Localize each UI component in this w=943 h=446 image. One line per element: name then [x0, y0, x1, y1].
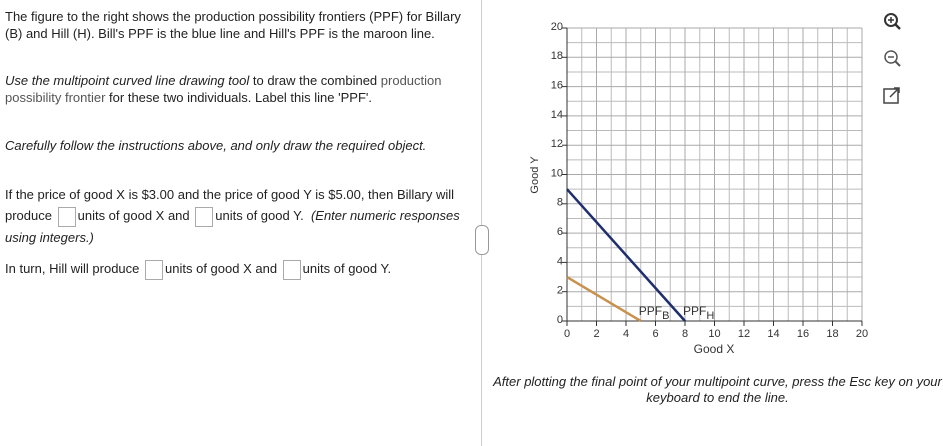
x-tick-label: 6	[652, 328, 658, 340]
series-name: PPF	[683, 304, 706, 318]
y-tick-label: 20	[551, 21, 563, 33]
series-label: PPFB	[639, 304, 670, 322]
grid	[566, 27, 863, 322]
x-tick-label: 4	[623, 328, 629, 340]
task-part: Use the multipoint curved line drawing t…	[5, 73, 250, 88]
question-text: If the price of good X is $3.00 and the …	[5, 187, 455, 223]
question-text: units of good X and	[165, 261, 278, 276]
resize-handle[interactable]	[475, 225, 489, 255]
x-tick-label: 18	[826, 328, 838, 340]
answer-input[interactable]	[282, 259, 301, 280]
task-part: for these two individuals. Label this li…	[105, 90, 372, 105]
question-note: (Enter numeric responses using integers.…	[5, 208, 460, 245]
task-text: Use the multipoint curved line drawing t…	[5, 72, 473, 106]
open-new-window-button[interactable]	[883, 87, 900, 104]
question-text: units of good Y.	[215, 208, 304, 223]
x-tick-label: 2	[593, 328, 599, 340]
x-axis-label: Good X	[694, 342, 735, 356]
panel-divider	[481, 0, 482, 446]
x-tick-label: 8	[682, 328, 688, 340]
series-subscript: H	[706, 310, 714, 322]
x-tick-label: 0	[564, 328, 570, 340]
answer-input[interactable]	[57, 206, 76, 227]
y-tick-label: 0	[557, 314, 563, 326]
answer-input[interactable]	[145, 259, 164, 280]
y-tick-label: 16	[551, 80, 563, 92]
question-text: units of good Y.	[302, 261, 392, 276]
caution-text: Carefully follow the instructions above,…	[5, 138, 427, 153]
zoom-in-button[interactable]	[884, 13, 901, 30]
x-tick-label: 10	[708, 328, 720, 340]
task-part: to draw the combined	[249, 73, 381, 88]
zoom-out-button[interactable]	[884, 50, 901, 67]
x-tick-label: 12	[738, 328, 750, 340]
y-tick-label: 2	[557, 285, 563, 297]
series-name: PPF	[639, 304, 662, 318]
series-subscript: B	[662, 310, 669, 322]
y-tick-label: 8	[557, 197, 563, 209]
answer-input[interactable]	[195, 206, 214, 227]
x-tick-label: 16	[797, 328, 809, 340]
chart: Good Y Good X 0 2 4 6 8 10 12 14 16 18 20 0 2 4 6 8 10 12…	[529, 13, 901, 356]
y-tick-label: 12	[551, 138, 563, 150]
y-tick-label: 18	[551, 50, 563, 62]
question-text: In turn, Hill will produce	[5, 261, 140, 276]
question-text: units of good X and	[77, 208, 190, 223]
x-tick-label: 20	[856, 328, 868, 340]
x-tick-label: 14	[767, 328, 779, 340]
y-tick-label: 10	[551, 167, 563, 179]
y-axis-label: Good Y	[529, 156, 541, 194]
y-tick-label: 4	[557, 255, 563, 267]
intro-text: The figure to the right shows the produc…	[5, 9, 461, 41]
question: In turn, Hill will produce units of good…	[5, 258, 473, 280]
ppf-line	[566, 188, 686, 322]
footer-note: After plotting the final point of your m…	[493, 374, 942, 405]
y-tick-label: 14	[551, 109, 563, 121]
question: If the price of good X is $3.00 and the …	[5, 184, 473, 248]
series-label: PPFH	[683, 304, 714, 322]
y-tick-label: 6	[557, 226, 563, 238]
task-term: production possibility frontier	[5, 73, 442, 105]
ppf-line	[566, 275, 642, 323]
